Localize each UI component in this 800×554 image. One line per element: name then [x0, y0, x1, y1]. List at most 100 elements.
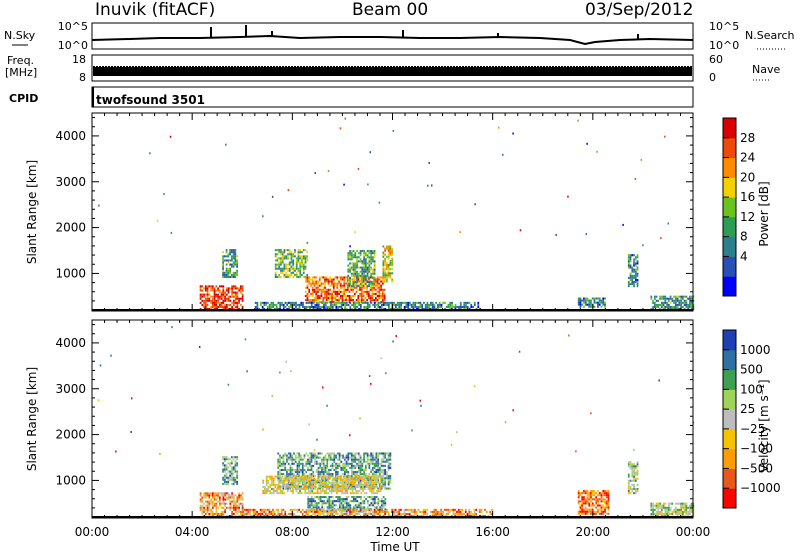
colorbar-segment [723, 118, 736, 139]
range-cell [653, 508, 656, 511]
range-cell [384, 456, 386, 459]
range-cell [370, 262, 372, 265]
range-cell [310, 284, 312, 287]
time-tick-label: 04:00 [175, 525, 210, 539]
range-cell [631, 278, 634, 281]
range-cell [657, 512, 660, 516]
range-cell [387, 466, 390, 469]
range-cell [298, 471, 301, 474]
range-cell [234, 480, 237, 483]
range-cell [230, 462, 233, 465]
range-cell [281, 301, 283, 304]
range-cell [680, 506, 682, 509]
range-cell [222, 299, 225, 302]
range-cell [241, 492, 244, 495]
range-cell [631, 490, 634, 493]
range-cell [261, 510, 264, 513]
range-cell [422, 508, 425, 511]
colorbar-segment [723, 256, 736, 277]
range-cell [627, 264, 630, 267]
range-cell [629, 272, 632, 275]
range-cell [236, 476, 238, 479]
range-cell [295, 275, 298, 278]
range-cell [358, 303, 360, 306]
range-cell [344, 498, 346, 501]
range-cell [217, 293, 219, 296]
range-cell [652, 512, 654, 516]
range-cell [340, 305, 343, 309]
scatter-cell [246, 370, 248, 373]
range-cell [199, 285, 202, 288]
range-cell [302, 475, 305, 478]
range-cell [352, 280, 355, 284]
range-cell [287, 275, 289, 278]
range-cell [227, 492, 230, 495]
range-cell [323, 492, 326, 495]
range-cell [294, 481, 297, 484]
range-cell [312, 479, 315, 482]
range-cell [604, 498, 606, 501]
range-cell [604, 510, 606, 513]
range-cell [295, 301, 297, 304]
range-cell [631, 469, 634, 472]
range-cell [264, 492, 266, 495]
range-cell [331, 508, 334, 511]
range-cell [307, 490, 310, 493]
range-cell [312, 471, 315, 474]
range-cell [215, 285, 218, 288]
range-cell [298, 466, 301, 469]
range-cell [376, 276, 379, 279]
range-cell [431, 512, 434, 516]
range-cell [286, 468, 288, 472]
date-title: 03/Sep/2012 [585, 0, 694, 20]
range-cell [345, 456, 348, 459]
range-cell [340, 475, 343, 478]
range-cell [375, 464, 378, 467]
range-cell [676, 510, 679, 513]
range-cell [356, 274, 358, 277]
noise-panel-frame [91, 22, 694, 50]
range-cell [225, 458, 228, 461]
range-cell [636, 465, 639, 468]
range-cell [347, 487, 350, 490]
range-cell [676, 508, 679, 511]
range-cell [299, 477, 301, 480]
range-cell [222, 251, 224, 254]
range-cell [362, 485, 364, 488]
range-cell [287, 255, 289, 258]
range-cell [284, 468, 287, 472]
range-cell [281, 255, 284, 258]
range-cell [334, 490, 336, 493]
range-cell [359, 274, 362, 277]
range-cell [374, 292, 377, 295]
range-cell [298, 456, 301, 459]
range-cell [299, 481, 301, 484]
range-cell [335, 305, 338, 309]
range-cell [222, 478, 224, 481]
range-cell [230, 460, 233, 463]
range-cell [357, 252, 360, 255]
range-cell [341, 485, 343, 488]
range-cell [387, 268, 390, 271]
range-cell [365, 483, 368, 486]
range-cell [373, 285, 376, 288]
range-cell [678, 295, 681, 298]
range-cell [225, 468, 228, 471]
range-cell [324, 282, 326, 285]
range-cell [297, 492, 300, 495]
range-cell [208, 299, 211, 302]
range-cell [395, 305, 397, 309]
range-cell [299, 267, 302, 270]
range-cell [234, 255, 237, 258]
colorbar-tick-label: 16 [740, 190, 755, 204]
range-cell [293, 508, 295, 511]
scatter-cell [225, 143, 227, 146]
range-cell [203, 506, 205, 509]
range-cell [294, 483, 297, 486]
range-cell [279, 475, 281, 478]
range-cell [370, 471, 372, 474]
range-cell [331, 278, 333, 281]
range-cell [334, 299, 337, 302]
range-cell [659, 512, 661, 516]
range-cell [391, 253, 394, 256]
